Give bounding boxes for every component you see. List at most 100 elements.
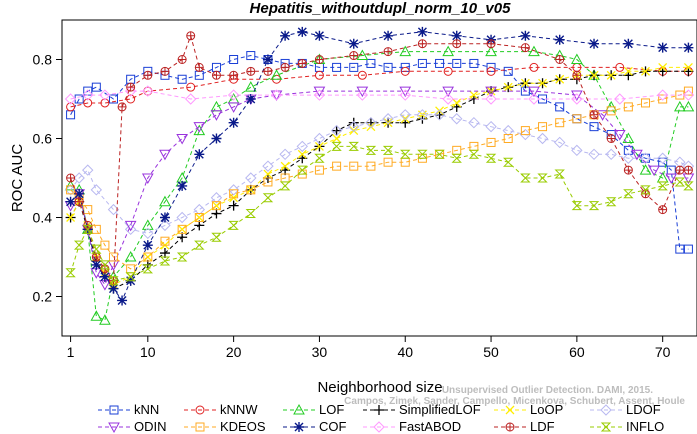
data-point-inflo — [279, 181, 291, 191]
legend-label-knnw: kNNW — [220, 402, 258, 417]
data-point-ldof — [227, 184, 240, 196]
data-point-lof — [673, 100, 686, 112]
data-point-odin — [356, 86, 369, 98]
data-point-loop — [297, 149, 307, 159]
data-point-cof — [245, 94, 256, 104]
legend-label-lof: LOF — [319, 402, 344, 417]
data-point-fastabod — [356, 89, 369, 101]
legend-label-simplifiedlof: SimplifiedLOF — [399, 402, 481, 417]
series-line-inflo — [70, 145, 689, 282]
data-point-cof — [623, 38, 634, 49]
y-axis-label: ROC AUC — [9, 144, 26, 213]
data-point-cof — [142, 240, 153, 251]
data-point-loop — [332, 134, 342, 143]
data-point-kdeos — [160, 236, 170, 246]
series-kdeos — [66, 86, 693, 274]
data-point-ldf — [417, 39, 427, 49]
data-point-inflo — [297, 165, 308, 175]
series-loop — [66, 62, 693, 290]
legend-label-inflo: INFLO — [626, 419, 664, 434]
data-point-kdeos — [349, 161, 359, 171]
data-point-inflo — [348, 141, 359, 151]
data-point-inflo — [159, 256, 171, 266]
data-point-fastabod — [399, 89, 411, 101]
data-point-lof — [99, 314, 111, 325]
data-point-inflo — [571, 201, 583, 211]
data-point-inflo — [314, 153, 325, 163]
data-point-kdeos — [683, 86, 693, 96]
data-point-cof — [99, 271, 110, 282]
data-point-knnw — [100, 98, 110, 108]
data-point-loop — [435, 106, 445, 116]
data-point-loop — [177, 224, 187, 234]
data-point-fastabod — [64, 93, 77, 105]
data-point-ldf — [246, 66, 256, 76]
data-point-odin — [665, 173, 678, 185]
data-point-ldf — [452, 39, 462, 49]
data-point-knn — [229, 55, 239, 64]
legend-label-knn: kNN — [134, 402, 159, 417]
legend-marker-odin — [108, 422, 120, 434]
data-point-knn — [332, 62, 342, 72]
data-point-knn — [383, 62, 393, 72]
data-point-loop — [641, 66, 650, 76]
data-point-odin — [227, 102, 240, 113]
data-point-inflo — [194, 240, 205, 250]
data-point-inflo — [365, 145, 377, 155]
data-point-odin — [596, 110, 609, 121]
data-point-simplifiedlof — [331, 125, 342, 136]
data-point-cof — [228, 117, 239, 128]
data-point-cof — [91, 259, 102, 270]
data-point-odin — [648, 165, 660, 177]
data-point-loop — [538, 78, 548, 88]
data-point-fastabod — [571, 93, 583, 105]
data-point-ldof — [365, 116, 377, 129]
data-point-kdeos — [194, 213, 204, 222]
data-point-kdeos — [606, 106, 616, 116]
data-point-inflo — [417, 149, 428, 159]
data-point-ldf — [143, 70, 153, 80]
data-point-ldf — [194, 62, 204, 72]
data-point-loop — [314, 141, 324, 151]
data-point-odin — [399, 86, 412, 98]
data-point-kdeos — [658, 94, 668, 104]
data-point-knn — [177, 74, 187, 84]
data-point-kdeos — [314, 165, 324, 175]
data-point-cof — [683, 42, 694, 53]
data-point-ldf — [314, 55, 324, 64]
data-point-knnw — [400, 66, 410, 76]
data-point-ldof — [571, 144, 583, 157]
data-point-loop — [400, 114, 410, 124]
data-point-odin — [442, 86, 454, 98]
data-point-fastabod — [485, 93, 497, 105]
data-point-ldof — [193, 203, 206, 216]
data-point-lof — [90, 310, 103, 321]
data-point-cof — [451, 30, 462, 41]
data-point-odin — [159, 149, 171, 161]
data-point-knn — [469, 58, 479, 68]
data-point-fastabod — [82, 89, 94, 101]
data-point-loop — [452, 98, 462, 108]
data-point-ldf — [211, 70, 221, 80]
data-point-fastabod — [227, 89, 240, 101]
legend-marker-knnw — [195, 405, 205, 415]
data-point-odin — [313, 86, 326, 98]
data-point-loop — [194, 213, 204, 222]
data-point-ldf — [66, 173, 76, 183]
data-point-fastabod — [442, 93, 454, 105]
data-point-fastabod — [682, 89, 695, 101]
legend-item-knn: kNN — [98, 402, 159, 417]
data-point-inflo — [657, 181, 668, 191]
data-point-cof — [211, 133, 222, 144]
data-point-kdeos — [538, 122, 548, 132]
series-line-odin — [70, 90, 689, 286]
data-point-ldof — [382, 113, 394, 125]
data-point-ldf — [349, 51, 359, 61]
data-point-fastabod — [656, 89, 669, 101]
plot-area — [64, 26, 695, 325]
data-point-lof — [159, 195, 171, 207]
data-point-odin — [571, 90, 583, 102]
data-point-loop — [589, 70, 599, 80]
data-point-inflo — [82, 224, 93, 234]
data-point-fastabod — [528, 93, 540, 105]
